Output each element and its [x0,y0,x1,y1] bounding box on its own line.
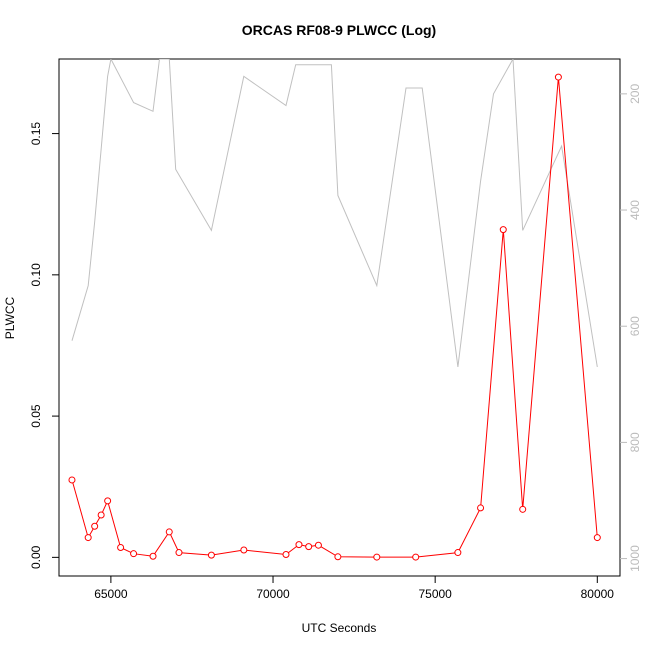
y2-tick-label: 200 [628,84,642,104]
data-point [165,528,173,536]
data-point [499,226,507,234]
x-axis-label: UTC Seconds [302,621,377,635]
x-tick-label: 80000 [581,587,615,601]
data-point [373,553,381,561]
data-point [477,504,485,512]
secondary-y-axis: 200 400 600 800 1000 [620,84,642,572]
data-point [314,541,322,549]
chart-title: ORCAS RF08-9 PLWCC (Log) [242,22,436,38]
y-tick-label: 0.10 [29,263,43,287]
y-axis-label: PLWCC [3,296,17,339]
data-point [130,550,138,558]
y2-tick-label: 1000 [628,545,642,572]
plot-frame [58,58,621,577]
data-point [593,534,601,542]
data-point [454,549,462,557]
data-point [149,552,157,560]
y2-tick-label: 800 [628,432,642,452]
data-point [68,476,76,484]
y-axis: 0.00 0.05 0.10 0.15 [29,122,59,569]
data-point [97,511,105,519]
plot-area [68,59,601,561]
data-point [305,543,313,551]
y2-tick-label: 600 [628,316,642,336]
y-tick-label: 0.00 [29,545,43,569]
data-point [84,534,92,542]
y2-tick-label: 400 [628,200,642,220]
data-point [554,73,562,81]
secondary-series-line [71,59,598,367]
data-point [519,505,527,513]
data-point [412,553,420,561]
x-tick-label: 70000 [256,587,290,601]
y-tick-label: 0.05 [29,404,43,428]
y-tick-label: 0.15 [29,122,43,146]
data-point [117,543,125,551]
x-axis: 65000 70000 75000 80000 [94,576,614,601]
data-point [282,551,290,559]
data-point [175,549,183,557]
data-point [207,551,215,559]
x-tick-label: 75000 [418,587,452,601]
x-tick-label: 65000 [94,587,128,601]
data-point [240,546,248,554]
data-point [104,497,112,505]
data-point [295,541,303,549]
data-point [334,553,342,561]
data-point [91,522,99,530]
